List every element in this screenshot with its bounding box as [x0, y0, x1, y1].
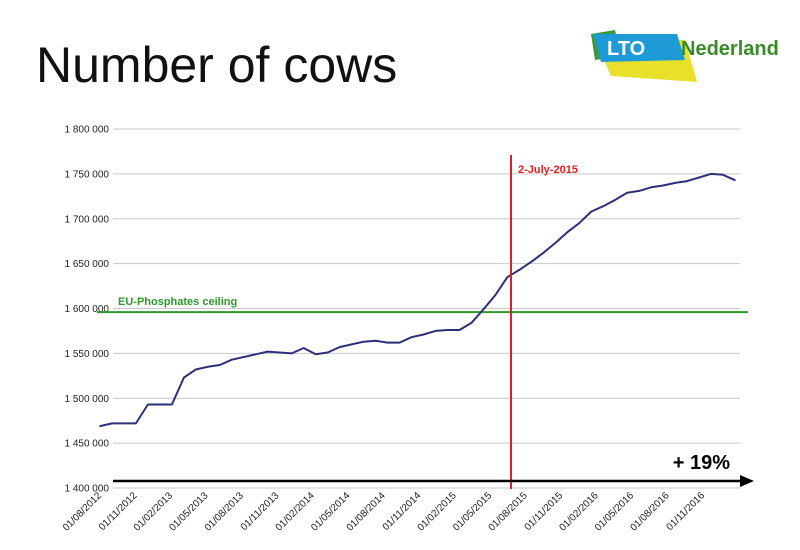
- data-point: [590, 210, 593, 213]
- ceiling-label: EU-Phosphates ceiling: [118, 296, 237, 308]
- data-point: [470, 322, 473, 324]
- data-point: [686, 180, 688, 182]
- data-point: [422, 333, 425, 336]
- data-point: [254, 353, 257, 356]
- data-point: [650, 186, 652, 189]
- data-point: [458, 329, 461, 331]
- series-layer: [99, 172, 736, 428]
- x-axis-labels: 01/08/201201/11/201201/02/201301/05/2013…: [61, 490, 707, 533]
- data-point: [662, 184, 664, 187]
- data-point: [183, 376, 185, 379]
- y-tick-label: 1 750 000: [65, 169, 110, 180]
- data-point: [278, 351, 281, 354]
- data-point: [542, 252, 545, 254]
- data-point: [123, 422, 125, 425]
- data-point: [266, 350, 269, 353]
- data-point: [722, 173, 724, 176]
- y-tick-label: 1 550 000: [65, 349, 110, 360]
- y-tick-label: 1 600 000: [65, 304, 110, 315]
- data-point: [530, 261, 533, 263]
- data-point: [171, 403, 173, 406]
- data-point: [554, 242, 557, 244]
- data-point: [314, 353, 317, 356]
- data-point: [482, 308, 485, 311]
- y-tick-label: 1 650 000: [65, 259, 110, 270]
- data-point: [578, 222, 581, 225]
- data-point: [434, 330, 437, 332]
- marker-layer: 2-July-2015: [510, 155, 578, 489]
- ceiling-layer: EU-Phosphates ceiling: [97, 296, 748, 314]
- data-point: [195, 368, 197, 371]
- arrow-layer: + 19%: [113, 452, 754, 487]
- data-point: [362, 340, 365, 343]
- slide-title: Number of cows: [36, 37, 398, 93]
- growth-percentage: + 19%: [673, 452, 730, 474]
- y-tick-label: 1 700 000: [65, 214, 110, 225]
- data-point: [602, 205, 605, 207]
- data-point: [326, 351, 329, 354]
- data-point: [638, 190, 640, 192]
- data-point: [219, 364, 221, 366]
- data-point: [290, 352, 293, 355]
- data-point: [446, 329, 449, 331]
- logo-left-text: LTO: [607, 38, 645, 60]
- lto-nederland-logo: LTO Nederland: [591, 30, 779, 82]
- data-point: [230, 358, 233, 361]
- data-point: [518, 269, 521, 271]
- growth-arrow-head: [740, 475, 754, 487]
- y-tick-label: 1 800 000: [65, 125, 110, 136]
- data-point: [506, 276, 509, 278]
- data-point: [374, 340, 377, 342]
- data-point: [734, 179, 736, 181]
- y-tick-label: 1 500 000: [65, 394, 110, 405]
- y-tick-label: 1 400 000: [65, 484, 110, 495]
- data-point: [302, 347, 305, 349]
- data-point: [147, 403, 149, 406]
- data-point: [398, 341, 401, 344]
- cow-count-line: [99, 172, 736, 428]
- date-marker-label: 2-July-2015: [518, 164, 578, 176]
- data-point: [674, 182, 676, 184]
- grid-layer: [113, 128, 740, 489]
- data-point: [99, 425, 101, 427]
- data-point: [710, 173, 712, 175]
- data-point: [207, 366, 209, 368]
- logo-blue-shape: [593, 34, 685, 62]
- data-point: [135, 422, 137, 425]
- data-point: [338, 346, 341, 348]
- data-point: [242, 356, 245, 358]
- y-tick-label: 1 450 000: [65, 439, 110, 450]
- data-point: [350, 343, 353, 346]
- data-point: [159, 403, 161, 406]
- x-tick-label: 01/11/2016: [664, 490, 707, 533]
- data-point: [698, 176, 700, 179]
- logo-right-text: Nederland: [681, 38, 779, 60]
- data-point: [566, 231, 569, 234]
- data-point: [614, 199, 616, 201]
- data-point: [111, 422, 113, 425]
- data-point: [386, 341, 389, 344]
- y-axis-labels: 1 400 000 1 450 000 1 500 000 1 550 000 1 60…: [65, 125, 110, 495]
- data-point: [626, 191, 628, 194]
- data-point: [494, 294, 497, 296]
- data-point: [410, 336, 413, 339]
